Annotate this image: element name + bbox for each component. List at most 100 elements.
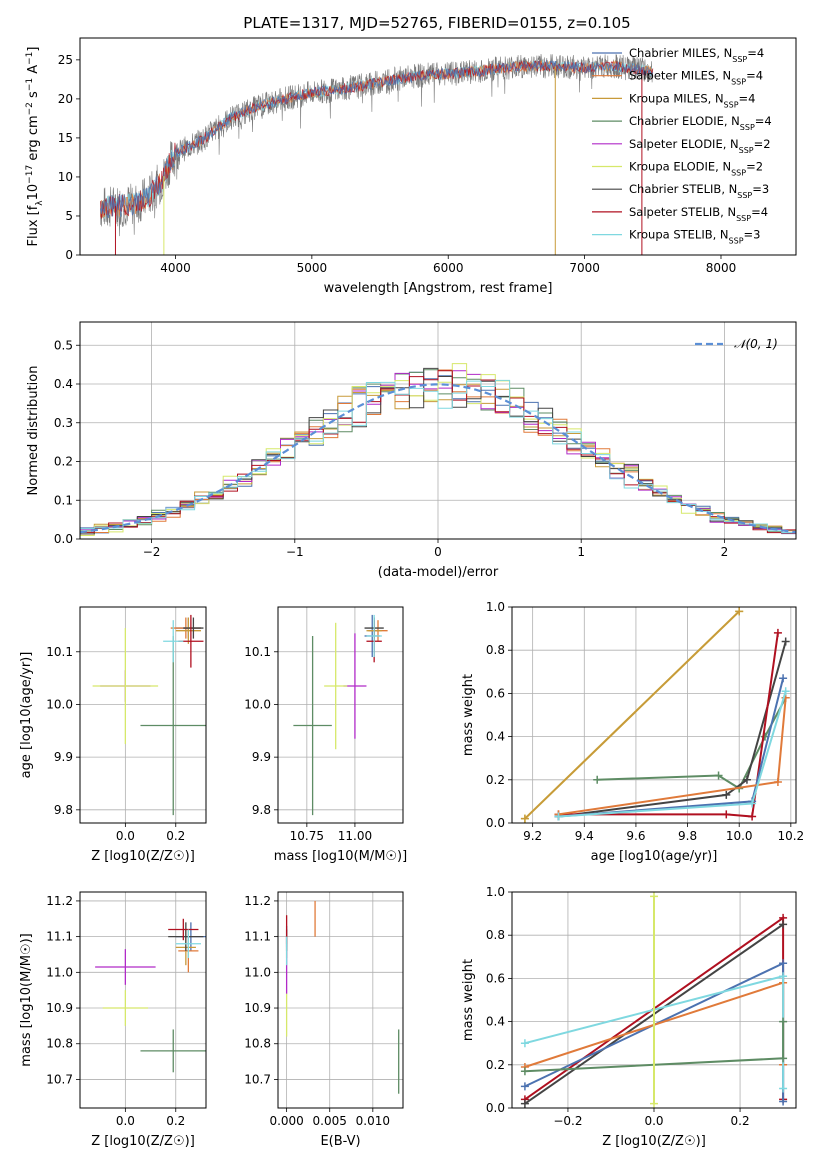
y-axis-label-part: −1	[25, 52, 35, 65]
y-tick-label: 10.7	[244, 1072, 271, 1086]
legend-count: =4	[739, 91, 756, 105]
y-tick-label: 0.8	[486, 643, 505, 657]
y-tick-label: 9.8	[252, 803, 271, 817]
x-axis-label: (data-model)/error	[378, 565, 499, 580]
y-tick-label: 1.0	[486, 885, 505, 899]
weight-point-marker	[779, 1084, 788, 1093]
y-tick-label: 0.0	[486, 816, 505, 830]
normal-curve	[79, 383, 797, 534]
y-tick-label: 0.0	[486, 1101, 505, 1115]
y-tick-label: 25	[58, 53, 73, 67]
x-tick-label: −0.2	[553, 1114, 582, 1128]
weight-vs-metallicity-panel: −0.2 0.0 0.2 0.0 0.2 0.4 0.6 0.8 1.0 Z [log10(Z/Z…	[461, 885, 797, 1149]
x-tick-label: 10.0	[726, 829, 753, 843]
weight-point-marker	[779, 920, 788, 929]
x-tick-label: 11.00	[338, 829, 372, 843]
axes-frame	[79, 891, 207, 1109]
legend-label: Chabrier MILES, NSSP=4	[629, 46, 764, 64]
y-tick-label: 0.1	[54, 493, 73, 507]
x-tick-label: 9.4	[575, 829, 594, 843]
x-tick-label: 0.2	[166, 1114, 185, 1128]
y-axis-label: mass [log10(M/M☉)]	[19, 933, 34, 1066]
y-tick-label: 11.0	[46, 965, 73, 979]
legend-model: Chabrier ELODIE, N	[629, 114, 740, 128]
legend-sub: SSP	[736, 213, 751, 222]
y-tick-label: 10.7	[46, 1072, 73, 1086]
weight-point-marker	[779, 959, 788, 968]
weight-point-marker	[735, 607, 744, 616]
weight-point-marker	[722, 790, 731, 799]
legend-sub: SSP	[732, 55, 747, 64]
x-tick-label: 0.0	[644, 1114, 663, 1128]
y-tick-label: 0.4	[486, 730, 505, 744]
histogram-series	[80, 379, 796, 533]
x-tick-label: 9.6	[626, 829, 645, 843]
x-tick-label: 2	[721, 545, 729, 559]
legend-model: Kroupa MILES, N	[629, 91, 724, 105]
x-tick-label: 7000	[569, 261, 600, 275]
y-axis-label-part: ]	[26, 47, 41, 52]
legend-count: =4	[746, 69, 763, 83]
y-tick-label: 9.9	[252, 750, 271, 764]
x-tick-label: 0.005	[313, 1114, 347, 1128]
y-tick-label: 0.4	[54, 377, 73, 391]
weight-point-marker	[748, 799, 757, 808]
legend-sub: SSP	[729, 236, 744, 245]
x-tick-label: 9.2	[523, 829, 542, 843]
x-tick-label: 9.8	[678, 829, 697, 843]
weight-vs-age-panel: 9.2 9.4 9.6 9.8 10.0 10.2 0.0 0.2 0.4 0.6 0.8 1.0 ag…	[461, 600, 804, 864]
y-axis-label-part: −1	[25, 78, 35, 91]
y-tick-label: 0.6	[486, 971, 505, 985]
y-tick-label: 11.2	[46, 894, 73, 908]
legend-label: Kroupa ELODIE, NSSP=2	[629, 160, 763, 178]
legend-count: =2	[746, 160, 763, 174]
x-tick-label: −1	[286, 545, 304, 559]
weight-point-marker	[781, 637, 790, 646]
weight-point-marker	[554, 812, 563, 821]
x-tick-label: 10.75	[290, 829, 324, 843]
y-axis-label: mass weight	[461, 674, 476, 756]
y-tick-label: 10.0	[244, 697, 271, 711]
y-axis-label: Normed distribution	[26, 366, 41, 496]
legend-label: Chabrier STELIB, NSSP=3	[629, 182, 769, 200]
y-tick-label: 0.0	[54, 532, 73, 546]
y-axis-label-part: −17	[25, 165, 35, 184]
y-axis-label: mass weight	[461, 959, 476, 1041]
age-vs-metallicity-panel: 0.0 0.2 9.8 9.9 10.0 10.1 Z [log10(Z/Z☉)] age […	[19, 606, 207, 864]
y-axis-label: age [log10(age/yr)]	[19, 652, 34, 779]
residual-histogram-panel: −2 −1 0 1 2 0.0 0.1 0.2 0.3 0.4 0.5 (data-model)/er…	[26, 321, 797, 580]
y-tick-label: 10.9	[46, 1001, 73, 1015]
y-tick-label: 11.1	[244, 930, 271, 944]
legend-count: =3	[744, 228, 761, 242]
spectrum-panel: 4000 5000 6000 7000 8000 0 5 10 15 20 25 wavelength…	[25, 37, 797, 296]
legend-sub: SSP	[731, 168, 746, 177]
axes-frame	[79, 37, 797, 256]
weight-point-marker	[593, 775, 602, 784]
weight-series-line	[524, 610, 740, 820]
x-axis-label: mass [log10(M/M☉)]	[274, 849, 407, 864]
axes-frame	[511, 606, 797, 824]
y-tick-label: 20	[58, 92, 73, 106]
weight-point-marker	[520, 1099, 529, 1108]
axes-frame	[511, 891, 797, 1109]
weight-series-line	[558, 697, 787, 816]
y-axis-label-part: −2	[25, 102, 35, 115]
weight-point-marker	[722, 810, 731, 819]
y-tick-label: 10.8	[46, 1037, 73, 1051]
y-tick-label: 10.0	[46, 697, 73, 711]
axes-frame	[277, 891, 404, 1109]
weight-point-marker	[779, 674, 788, 683]
y-tick-label: 0.5	[54, 338, 73, 352]
axes-frame	[79, 606, 207, 824]
x-axis-label: Z [log10(Z/Z☉)]	[602, 1134, 706, 1149]
legend-label: Salpeter ELODIE, NSSP=2	[629, 137, 771, 155]
y-tick-label: 1.0	[486, 600, 505, 614]
weight-point-marker	[520, 814, 529, 823]
y-tick-label: 0.8	[486, 928, 505, 942]
x-axis-label: age [log10(age/yr)]	[591, 849, 718, 864]
legend-count: =4	[751, 205, 768, 219]
axes-frame	[277, 606, 404, 824]
weight-point-marker	[779, 1097, 788, 1106]
y-axis-label-part: 10	[26, 184, 41, 201]
weight-point-marker	[520, 1082, 529, 1091]
